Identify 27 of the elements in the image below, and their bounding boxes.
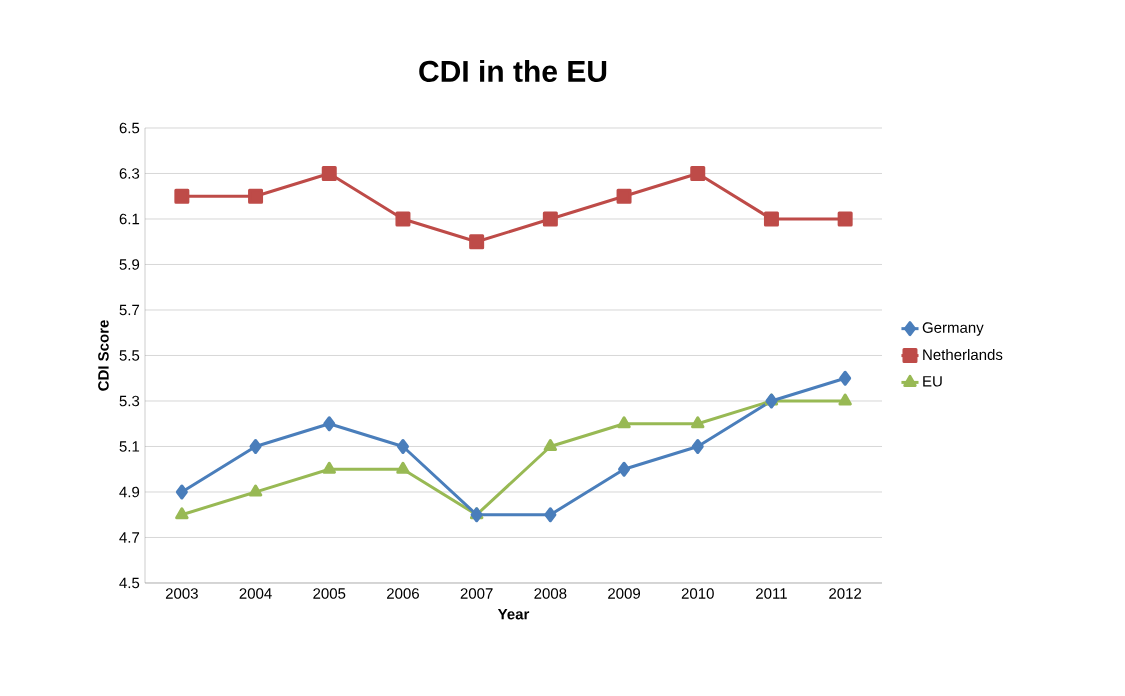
y-tick-label: 5.1 — [119, 441, 140, 452]
legend-label: Netherlands — [923, 349, 1003, 361]
y-tick-label: 6.1 — [119, 213, 140, 225]
x-tick-label: 2010 — [681, 588, 714, 599]
chart-title: CDI in the EU — [419, 59, 607, 83]
x-tick-label: 2009 — [608, 588, 641, 599]
legend-label: Germany — [922, 322, 984, 336]
y-axis-title: CDI Score — [98, 320, 109, 391]
x-tick-label: 2007 — [460, 588, 493, 599]
y-tick-label: 5.3 — [119, 395, 140, 407]
y-tick-label: 4.5 — [119, 577, 140, 589]
y-tick-label: 5.9 — [119, 259, 140, 270]
y-tick-label: 5.5 — [119, 350, 140, 361]
x-tick-label: 2006 — [387, 588, 419, 599]
x-tick-label: 2004 — [239, 588, 272, 599]
x-tick-label: 2011 — [756, 588, 787, 599]
x-tick-label: 2005 — [313, 588, 346, 599]
y-tick-label: 4.9 — [119, 486, 140, 498]
y-tick-label: 6.3 — [119, 168, 140, 179]
y-tick-label: 6.5 — [119, 122, 140, 134]
y-tick-label: 4.7 — [119, 532, 140, 543]
legend-label: EU — [923, 376, 942, 387]
y-tick-label: 5.7 — [119, 304, 140, 316]
x-tick-label: 2008 — [534, 588, 567, 599]
x-tick-label: 2012 — [829, 588, 862, 599]
x-tick-label: 2003 — [165, 588, 198, 599]
x-axis-title: Year — [497, 609, 530, 620]
